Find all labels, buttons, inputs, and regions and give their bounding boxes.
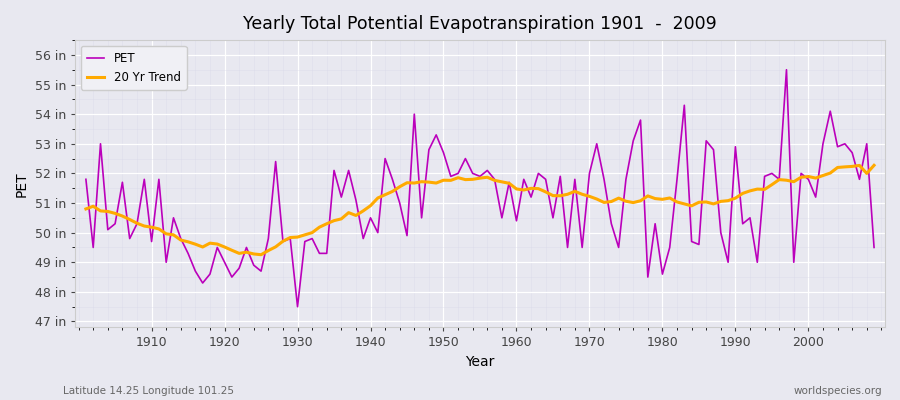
20 Yr Trend xyxy=(868,163,879,168)
PET xyxy=(350,198,361,202)
20 Yr Trend xyxy=(511,186,522,191)
Text: Latitude 14.25 Longitude 101.25: Latitude 14.25 Longitude 101.25 xyxy=(63,386,234,396)
PET xyxy=(606,221,616,226)
20 Yr Trend xyxy=(350,213,361,218)
PET xyxy=(518,177,529,182)
Line: 20 Yr Trend: 20 Yr Trend xyxy=(86,165,874,255)
PET xyxy=(307,236,318,241)
PET xyxy=(139,177,149,182)
20 Yr Trend xyxy=(80,206,91,211)
20 Yr Trend xyxy=(139,224,149,228)
Line: PET: PET xyxy=(86,70,874,307)
PET xyxy=(292,304,303,309)
Legend: PET, 20 Yr Trend: PET, 20 Yr Trend xyxy=(81,46,187,90)
20 Yr Trend xyxy=(256,252,266,257)
20 Yr Trend xyxy=(606,199,616,204)
PET xyxy=(868,245,879,250)
Title: Yearly Total Potential Evapotranspiration 1901  -  2009: Yearly Total Potential Evapotranspiratio… xyxy=(243,15,717,33)
20 Yr Trend xyxy=(518,188,529,192)
Y-axis label: PET: PET xyxy=(15,171,29,196)
PET xyxy=(781,67,792,72)
Text: worldspecies.org: worldspecies.org xyxy=(794,386,882,396)
PET xyxy=(80,177,91,182)
PET xyxy=(511,218,522,223)
X-axis label: Year: Year xyxy=(465,355,495,369)
20 Yr Trend xyxy=(307,230,318,235)
